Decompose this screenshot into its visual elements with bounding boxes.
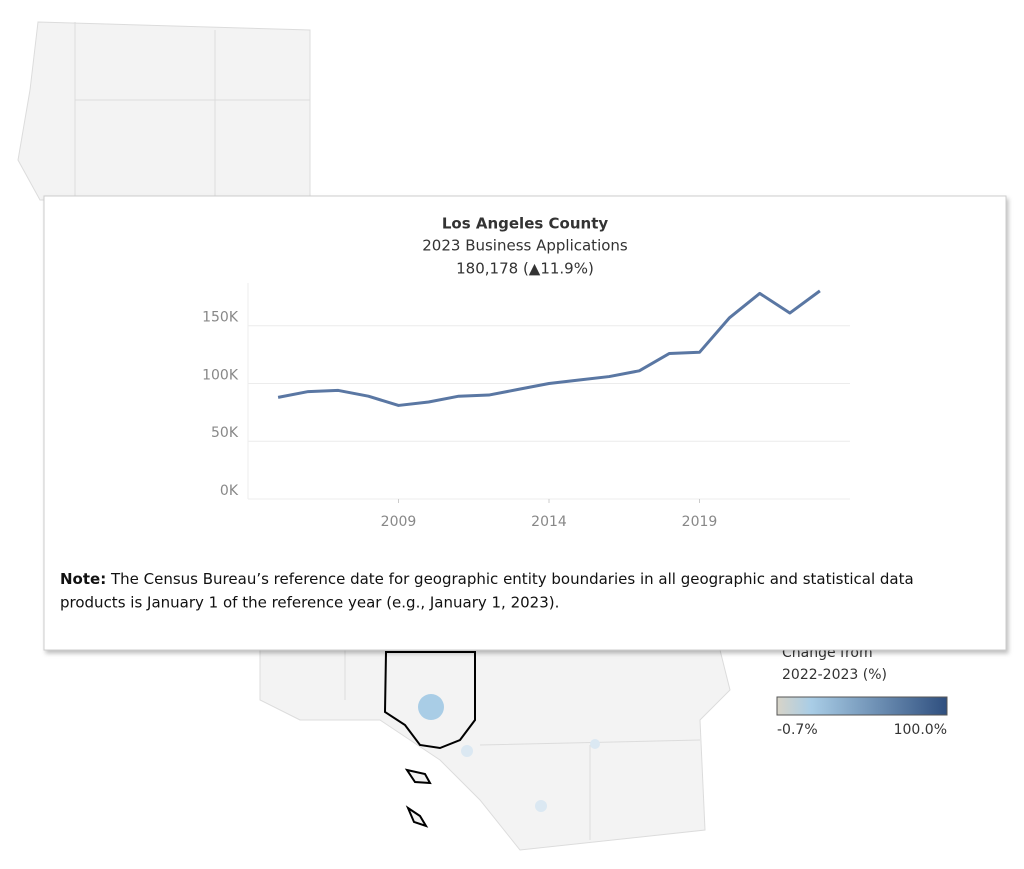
color-legend: Change from 2022-2023 (%) -0.7% 100.0% — [776, 645, 948, 738]
bubble — [535, 800, 547, 812]
legend-max: 100.0% — [894, 722, 947, 738]
bubble — [590, 739, 600, 749]
y-tick-label: 50K — [211, 425, 239, 441]
x-tick-label: 2014 — [531, 514, 567, 530]
chart-subtitle: 2023 Business Applications — [422, 237, 628, 255]
series-line — [277, 289, 821, 407]
map — [17, 21, 731, 851]
legend-min: -0.7% — [777, 722, 818, 738]
bubble — [418, 694, 444, 720]
islands — [404, 768, 432, 828]
chart-summary: 180,178 (▲11.9%) — [456, 260, 594, 278]
y-tick-label: 0K — [220, 483, 239, 499]
note-text: The Census Bureau’s reference date for g… — [110, 570, 914, 588]
note-lead: Note: — [60, 570, 106, 588]
note-text: products is January 1 of the reference y… — [60, 594, 559, 612]
legend-title: 2022-2023 (%) — [782, 667, 887, 683]
plot: 0K 50K 100K 150K 2009 2014 2019 — [202, 283, 850, 530]
note: Note: The Census Bureau’s reference date… — [60, 570, 914, 588]
y-tick-label: 150K — [202, 310, 239, 326]
tooltip — [43, 195, 1007, 651]
gradient-bar — [776, 696, 948, 716]
chart-title: Los Angeles County — [442, 215, 609, 233]
y-tick-label: 100K — [202, 367, 239, 383]
bubble — [461, 745, 473, 757]
x-tick-label: 2009 — [381, 514, 417, 530]
x-tick-label: 2019 — [682, 514, 718, 530]
